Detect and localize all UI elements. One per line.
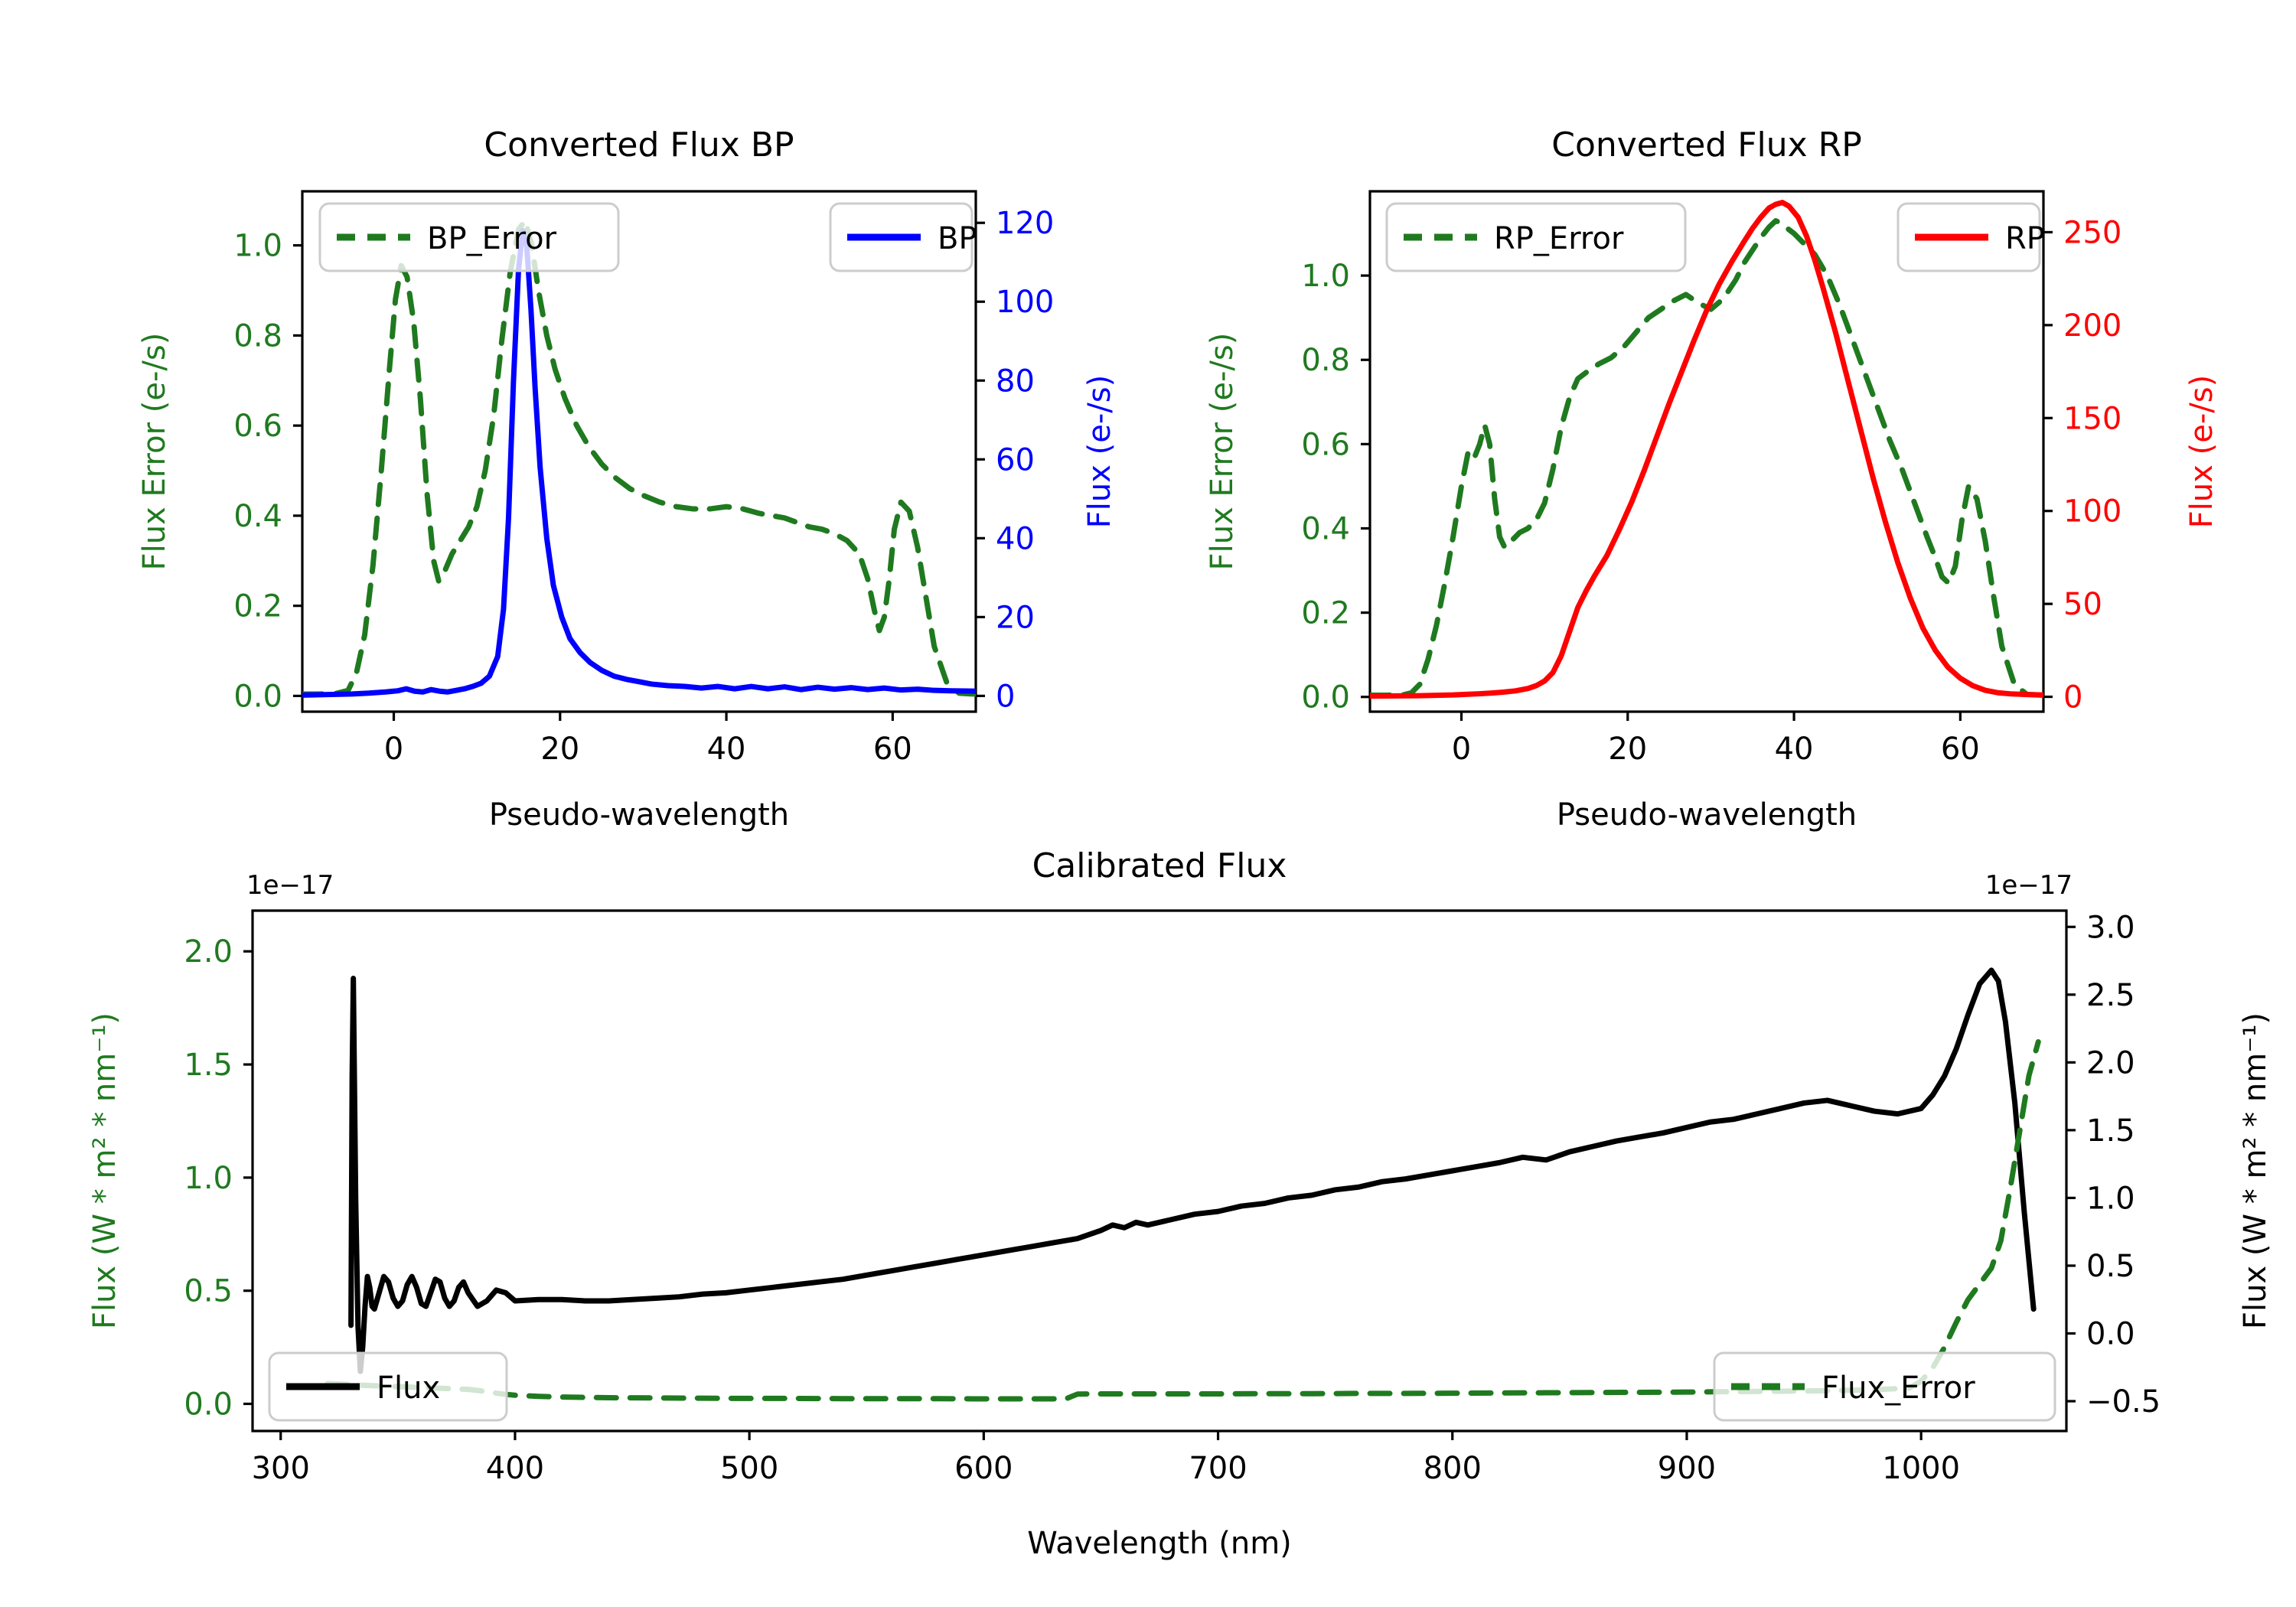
series-flux [348, 967, 2037, 1374]
x-tick-label: 700 [1189, 1451, 1247, 1486]
y-offset-text-right: 1e−17 [1985, 870, 2073, 901]
y-tick-label-left: 1.5 [184, 1048, 233, 1083]
y-axis-label-right: Flux (W * m² * nm⁻¹) [2238, 1012, 2273, 1329]
x-tick-label: 60 [873, 732, 912, 767]
y-tick-label-left: 0.8 [1301, 343, 1350, 378]
y-tick-label-right: 3.0 [2086, 910, 2135, 945]
chart-calibrated: Calibrated Flux 300 400 500 600 700 800 900 1000… [87, 846, 2273, 1561]
y-tick-label-left: 0.0 [233, 679, 282, 714]
y-axis-label-right: Flux (e-/s) [2184, 375, 2219, 528]
y-tick-label-right: 0.0 [2086, 1317, 2135, 1352]
panel-calibrated-flux: Calibrated Flux 300 400 500 600 700 800 900 1000… [0, 826, 2296, 1607]
y-tick-label-left: 0.2 [233, 589, 282, 624]
y-tick-label-right: 80 [996, 363, 1035, 399]
x-tick-label: 500 [720, 1451, 778, 1486]
legend-box [1713, 1351, 2056, 1422]
legend-label-rp[interactable]: RP [2005, 221, 2045, 256]
x-axis-label: Pseudo-wavelength [489, 797, 789, 833]
x-tick-label: 300 [252, 1451, 310, 1486]
legend-label-flux-error[interactable]: Flux_Error [1821, 1371, 1975, 1406]
y-tick-label-right: 2.5 [2086, 978, 2135, 1013]
legend-box [318, 202, 620, 272]
y-tick-label-right: 50 [2063, 587, 2102, 622]
series-bp-error [302, 217, 976, 697]
y-axis-label-left: Flux (W * m² * nm⁻¹) [87, 1012, 122, 1329]
series-flux-error [325, 1038, 2041, 1402]
y-tick-label-right: 20 [996, 600, 1035, 635]
axes-frame [301, 190, 977, 713]
chart-title: Calibrated Flux [1032, 846, 1287, 885]
y-tick-label-left: 0.8 [233, 318, 282, 354]
y-axis-label-right: Flux (e-/s) [1082, 375, 1117, 528]
x-tick-label: 40 [707, 732, 746, 767]
y-tick-label-right: 250 [2063, 215, 2122, 250]
chart-rp: Converted Flux RP 0 20 40 60 Pseudo-wavelengt… [1205, 125, 2219, 833]
y-tick-label-left: 2.0 [184, 934, 233, 970]
x-tick-label: 400 [486, 1451, 544, 1486]
legend-label-flux[interactable]: Flux [377, 1371, 440, 1406]
y-tick-label-right: 120 [996, 206, 1054, 241]
x-tick-label: 800 [1424, 1451, 1482, 1486]
legend-label-bp[interactable]: BP [938, 221, 977, 256]
y-tick-label-left: 0.4 [1301, 511, 1350, 546]
y-tick-label-left: 1.0 [1301, 259, 1350, 294]
x-tick-label: 1000 [1882, 1451, 1960, 1486]
x-tick-label: 60 [1941, 732, 1980, 767]
x-tick-label: 600 [954, 1451, 1013, 1486]
legend-box [268, 1351, 508, 1422]
panel-converted-flux-rp: Converted Flux RP 0 20 40 60 Pseudo-wavelengt… [1148, 46, 2296, 842]
y-tick-label-right: 40 [996, 521, 1035, 556]
y-tick-label-left: 1.0 [184, 1161, 233, 1196]
y-tick-label-left: 0.6 [1301, 427, 1350, 462]
y-tick-label-left: 0.0 [1301, 680, 1350, 715]
y-tick-label-right: 2.0 [2086, 1045, 2135, 1081]
y-axis-label-left: Flux Error (e-/s) [137, 333, 172, 571]
chart-bp: Converted Flux BP 0 20 40 60 Pseudo-wavelengt… [137, 125, 1117, 833]
series-rp [1370, 200, 2043, 699]
y-tick-label-left: 0.5 [184, 1274, 233, 1309]
y-tick-label-right: 100 [2063, 494, 2122, 530]
y-axis-label-left: Flux Error (e-/s) [1205, 333, 1240, 571]
series-rp-error [1370, 218, 2043, 699]
legend-label-rp-error[interactable]: RP_Error [1494, 221, 1624, 256]
legend-label-bp-error[interactable]: BP_Error [427, 221, 557, 256]
legend-box [1385, 202, 1687, 272]
y-tick-label-right: 100 [996, 285, 1054, 320]
y-tick-label-right: 150 [2063, 401, 2122, 436]
y-tick-label-right: 0 [996, 679, 1015, 714]
y-tick-label-right: 0.5 [2086, 1249, 2135, 1284]
y-tick-label-left: 0.6 [233, 409, 282, 444]
y-offset-text-left: 1e−17 [246, 870, 334, 901]
x-tick-label: 40 [1775, 732, 1814, 767]
y-tick-label-right: 0 [2063, 680, 2082, 715]
x-tick-label: 900 [1658, 1451, 1716, 1486]
x-tick-label: 0 [384, 732, 403, 767]
x-axis-label: Wavelength (nm) [1027, 1526, 1292, 1561]
series-bp [302, 228, 976, 698]
y-tick-label-right: 60 [996, 442, 1035, 478]
y-tick-label-left: 1.0 [233, 229, 282, 264]
y-tick-label-right: −0.5 [2086, 1384, 2161, 1420]
x-axis-label: Pseudo-wavelength [1557, 797, 1857, 833]
x-tick-label: 0 [1452, 732, 1471, 767]
y-tick-label-right: 1.5 [2086, 1113, 2135, 1149]
axes-frame [1368, 190, 2045, 713]
x-tick-label: 20 [540, 732, 579, 767]
y-tick-label-left: 0.0 [184, 1387, 233, 1423]
y-tick-label-left: 0.4 [233, 499, 282, 534]
y-tick-label-left: 0.2 [1301, 596, 1350, 631]
y-tick-label-right: 200 [2063, 308, 2122, 344]
x-tick-label: 20 [1608, 732, 1647, 767]
y-tick-label-right: 1.0 [2086, 1181, 2135, 1216]
chart-title: Converted Flux BP [484, 125, 794, 165]
axes-frame [251, 909, 2068, 1433]
chart-title: Converted Flux RP [1551, 125, 1862, 165]
panel-converted-flux-bp: Converted Flux BP 0 20 40 60 Pseudo-wavelengt… [0, 46, 1148, 842]
